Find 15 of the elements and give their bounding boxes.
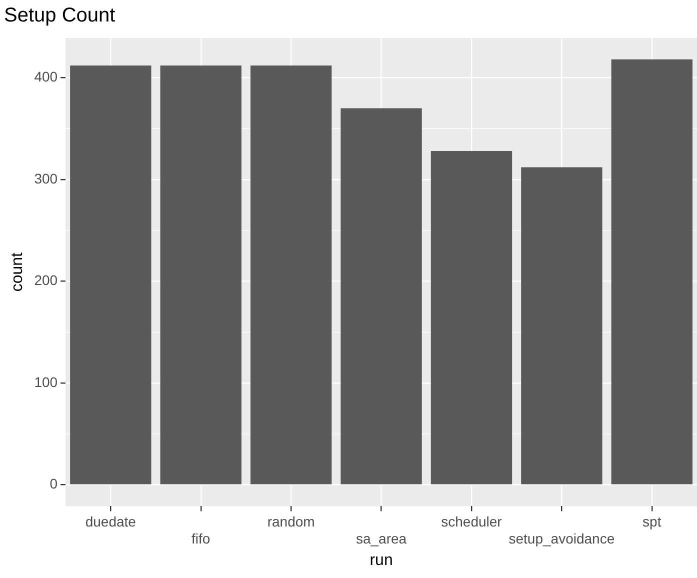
y-axis-title: count: [9, 252, 26, 292]
y-tick-label: 300: [34, 170, 58, 186]
y-tick-label: 100: [34, 374, 58, 390]
chart-title: Setup Count: [4, 4, 116, 27]
y-tick-label: 0: [50, 476, 58, 492]
x-tick-label: scheduler: [441, 513, 502, 530]
x-tick-label: sa_area: [356, 530, 407, 546]
x-tick-label: duedate: [85, 513, 136, 530]
y-tick-label: 400: [34, 68, 58, 85]
x-axis-title: run: [370, 552, 393, 569]
x-tick-label: random: [267, 513, 315, 530]
y-tick-label: 200: [34, 272, 58, 288]
x-tick-label: fifo: [192, 530, 210, 546]
x-tick-label: spt: [642, 513, 662, 530]
x-tick-label: setup_avoidance: [508, 530, 615, 546]
